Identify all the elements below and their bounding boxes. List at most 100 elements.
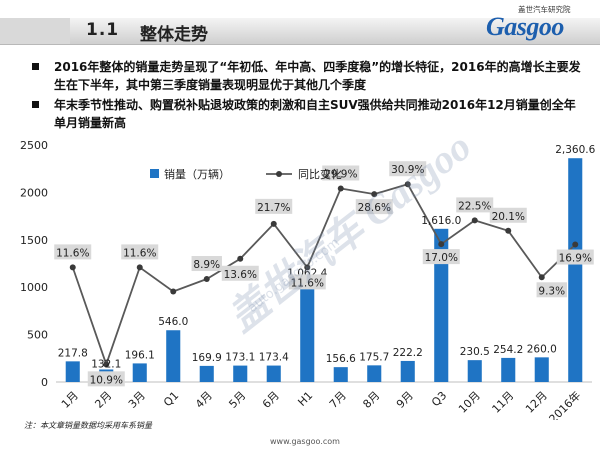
yoy-point	[538, 274, 545, 281]
yoy-value-label: 30.9%	[391, 164, 424, 176]
yoy-point	[572, 241, 579, 248]
bar	[400, 360, 415, 382]
page-title: 整体走势	[140, 25, 208, 45]
x-tick-label: 3月	[126, 389, 148, 411]
yoy-point	[103, 361, 110, 368]
legend-bar-label: 销量（万辆）	[164, 167, 230, 181]
yoy-value-label: 11.6%	[123, 247, 156, 259]
bar	[367, 365, 382, 382]
yoy-label-box	[556, 249, 594, 265]
site-url: www.gasgoo.com	[270, 437, 340, 446]
bar-value-label: 260.0	[527, 343, 557, 355]
x-tick-label: 9月	[394, 389, 416, 411]
bar-value-label: 173.1	[225, 352, 255, 364]
x-tick-label: 11月	[490, 389, 517, 416]
x-tick-label: 12月	[523, 389, 550, 416]
bullet-text: 2016年整体的销量走势呈现了“年初低、年中高、四季度稳”的增长特征，2016年…	[54, 60, 581, 92]
bar	[568, 158, 583, 382]
yoy-point	[404, 181, 411, 188]
bar	[300, 281, 315, 382]
yoy-value-label: 22.5%	[458, 200, 491, 212]
bar-value-label: 546.0	[158, 316, 188, 328]
yoy-value-label: 8.9%	[193, 259, 220, 271]
yoy-label-box	[255, 198, 293, 214]
slide-header: 1.1 整体走势 盖世汽车研究院 Gasgoo	[0, 0, 600, 48]
x-tick-label: 7月	[327, 389, 349, 411]
logo-brand: Gasgoo	[486, 12, 564, 41]
x-tick-label: 1月	[59, 389, 81, 411]
yoy-value-label: 17.0%	[425, 252, 458, 264]
bar	[166, 330, 181, 382]
bullet-square-icon	[32, 101, 39, 108]
y-tick-label: 0	[41, 376, 48, 389]
yoy-value-label: 21.7%	[257, 202, 290, 214]
yoy-label-box	[536, 282, 567, 298]
yoy-label-box	[54, 244, 92, 260]
bar	[467, 360, 482, 382]
x-tick-label: 5月	[226, 389, 248, 411]
bar	[65, 361, 80, 382]
bullet-item: 年末季节性推动、购置税补贴退坡政策的刺激和自主SUV强供给共同推动2016年12…	[26, 96, 586, 132]
yoy-point	[237, 255, 244, 262]
bar-value-label: 217.8	[58, 347, 88, 359]
bar	[233, 365, 248, 382]
bar	[534, 357, 549, 382]
yoy-point	[337, 185, 344, 192]
yoy-point	[304, 264, 311, 271]
yoy-label-box	[87, 371, 125, 387]
y-tick-label: 2500	[20, 139, 48, 152]
y-tick-label: 1000	[20, 281, 48, 294]
y-tick-label: 500	[27, 329, 48, 342]
bar-value-label: 222.2	[393, 347, 423, 359]
section-number: 1.1	[86, 20, 120, 40]
yoy-point	[371, 191, 378, 198]
x-tick-label: 2月	[92, 389, 114, 411]
yoy-point	[203, 276, 210, 283]
gasgoo-logo: 盖世汽车研究院 Gasgoo	[486, 4, 596, 46]
yoy-value-label: 20.1%	[492, 211, 525, 223]
yoy-label-box	[288, 274, 326, 290]
bar	[501, 357, 516, 382]
bullet-text: 年末季节性推动、购置税补贴退坡政策的刺激和自主SUV强供给共同推动2016年12…	[54, 98, 576, 130]
yoy-point	[136, 264, 143, 271]
x-tick-label: 6月	[260, 389, 282, 411]
yoy-value-label: 10.9%	[90, 374, 123, 386]
legend-line-label: 同比变化	[298, 167, 342, 181]
y-tick-label: 1500	[20, 234, 48, 247]
bar-value-label: 156.6	[326, 353, 356, 365]
x-tick-label: 4月	[193, 389, 215, 411]
logo-tagline: 盖世汽车研究院	[518, 5, 571, 14]
bar-value-label: 175.7	[359, 351, 389, 363]
x-tick-label: 10月	[456, 389, 483, 416]
bar	[199, 365, 214, 382]
bullet-item: 2016年整体的销量走势呈现了“年初低、年中高、四季度稳”的增长特征，2016年…	[26, 58, 586, 94]
yoy-value-label: 11.6%	[56, 247, 89, 259]
x-tick-label: Q1	[161, 389, 181, 409]
yoy-label-box	[456, 197, 494, 213]
yoy-point	[471, 217, 478, 224]
bar-value-label: 196.1	[125, 349, 155, 361]
yoy-label-box	[489, 207, 527, 223]
yoy-label-box	[191, 256, 222, 272]
yoy-value-label: 13.6%	[224, 269, 257, 281]
yoy-point	[270, 220, 277, 227]
x-tick-label: 8月	[360, 389, 382, 411]
bar	[333, 367, 348, 382]
yoy-line	[71, 183, 576, 368]
yoy-label-box	[221, 265, 259, 281]
bullet-list: 2016年整体的销量走势呈现了“年初低、年中高、四季度稳”的增长特征，2016年…	[26, 58, 586, 134]
footnote: 注：本文章销量数据均采用车系销量	[24, 421, 152, 430]
bullet-square-icon	[32, 63, 39, 70]
yoy-value-label: 9.3%	[538, 285, 565, 297]
header-stripe	[0, 18, 70, 44]
yoy-label-box	[422, 249, 460, 265]
y-tick-label: 2000	[20, 186, 48, 199]
yoy-point	[69, 264, 76, 271]
bar-value-label: 254.2	[493, 344, 523, 356]
yoy-value-label: 28.6%	[358, 202, 391, 214]
header-bar	[0, 18, 600, 45]
yoy-value-label: 16.9%	[559, 253, 592, 265]
yoy-point	[170, 288, 177, 295]
bar	[266, 365, 281, 382]
bar-value-label: 132.1	[91, 358, 121, 370]
